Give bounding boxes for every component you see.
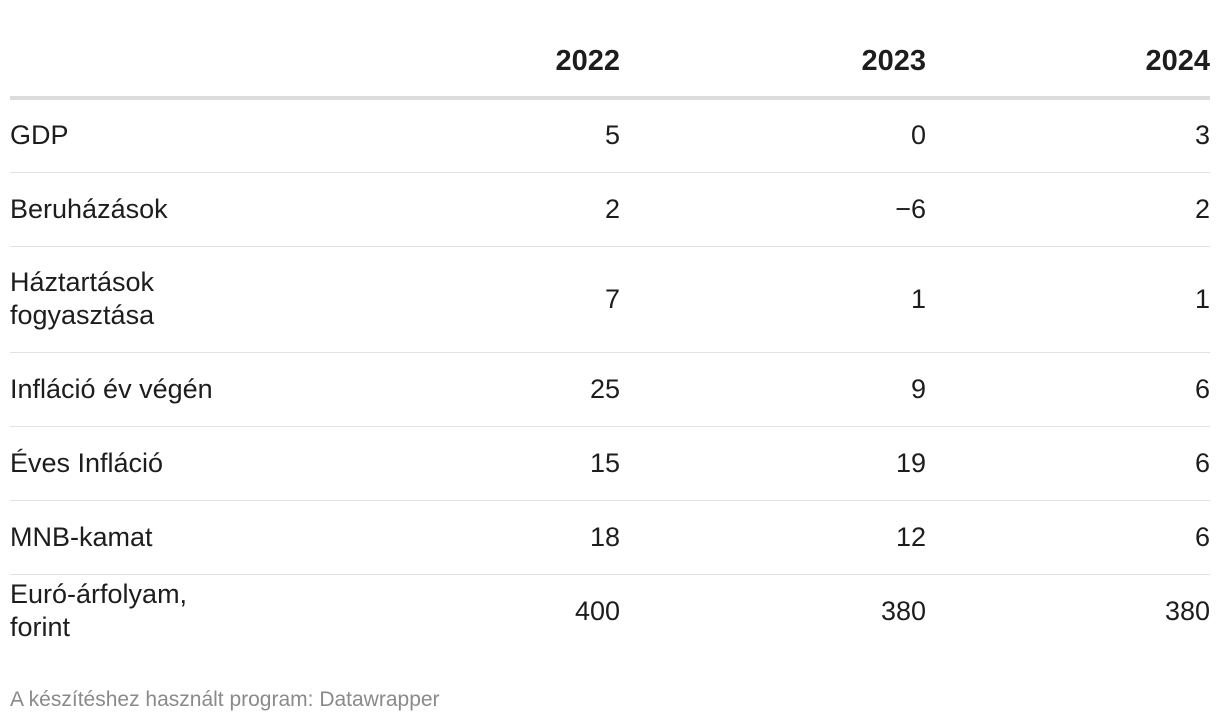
- table-body: GDP 5 0 3 Beruházások 2 −6 2 Háztartások…: [10, 98, 1210, 648]
- header-cell-2023: 2023: [620, 0, 926, 100]
- row-label: Éves Infláció: [10, 426, 316, 501]
- row-label: GDP: [10, 98, 316, 173]
- cell-2023: −6: [620, 172, 926, 247]
- table-row-inflacio-ev-vegen: Infláció év végén 25 9 6: [10, 352, 1210, 427]
- footer-credit: A készítéshez használt program: Datawrap…: [10, 688, 440, 711]
- cell-2023: 19: [620, 426, 926, 501]
- cell-2023: 9: [620, 352, 926, 427]
- data-table-container: 2022 2023 2024 GDP 5 0 3 Beruházások 2 −…: [10, 0, 1210, 648]
- table-row-eves-inflacio: Éves Infláció 15 19 6: [10, 426, 1210, 501]
- cell-2024: 6: [926, 500, 1210, 575]
- header-cell-label: [10, 0, 316, 100]
- header-cell-2024: 2024: [926, 0, 1210, 100]
- row-label: Háztartások fogyasztása: [10, 246, 316, 353]
- cell-2022: 5: [316, 98, 620, 173]
- row-label: Euró-árfolyam, forint: [10, 579, 188, 643]
- cell-2023: 12: [620, 500, 926, 575]
- cell-2022: 2: [316, 172, 620, 247]
- forecast-table: 2022 2023 2024 GDP 5 0 3 Beruházások 2 −…: [10, 0, 1210, 648]
- cell-2024: 1: [926, 246, 1210, 353]
- cell-2022: 15: [316, 426, 620, 501]
- cell-2022: 25: [316, 352, 620, 427]
- cell-2024: 3: [926, 98, 1210, 173]
- cell-2022: 400: [574, 595, 620, 626]
- table-row-euro-arfolyam: Euró-árfolyam, forint 400 380 380: [10, 574, 1210, 648]
- cell-2024: 2: [926, 172, 1210, 247]
- table-row-haztartasok: Háztartások fogyasztása 7 1 1: [10, 246, 1210, 353]
- row-label: Infláció év végén: [10, 352, 316, 427]
- cell-2023: 0: [620, 98, 926, 173]
- table-row-gdp: GDP 5 0 3: [10, 98, 1210, 173]
- header-cell-2022: 2022: [316, 0, 620, 100]
- cell-2022: 7: [316, 246, 620, 353]
- cell-2024: 380: [1164, 595, 1210, 626]
- table-row-beruhazasok: Beruházások 2 −6 2: [10, 172, 1210, 247]
- row-label: MNB-kamat: [10, 500, 316, 575]
- cell-2023: 1: [620, 246, 926, 353]
- cell-2023: 380: [880, 595, 926, 626]
- header-row: 2022 2023 2024: [10, 0, 1210, 100]
- table-header: 2022 2023 2024: [10, 0, 1210, 100]
- row-label: Beruházások: [10, 172, 316, 247]
- cell-2024: 6: [926, 426, 1210, 501]
- table-row-mnb-kamat: MNB-kamat 18 12 6: [10, 500, 1210, 575]
- cell-2024: 6: [926, 352, 1210, 427]
- cell-2022: 18: [316, 500, 620, 575]
